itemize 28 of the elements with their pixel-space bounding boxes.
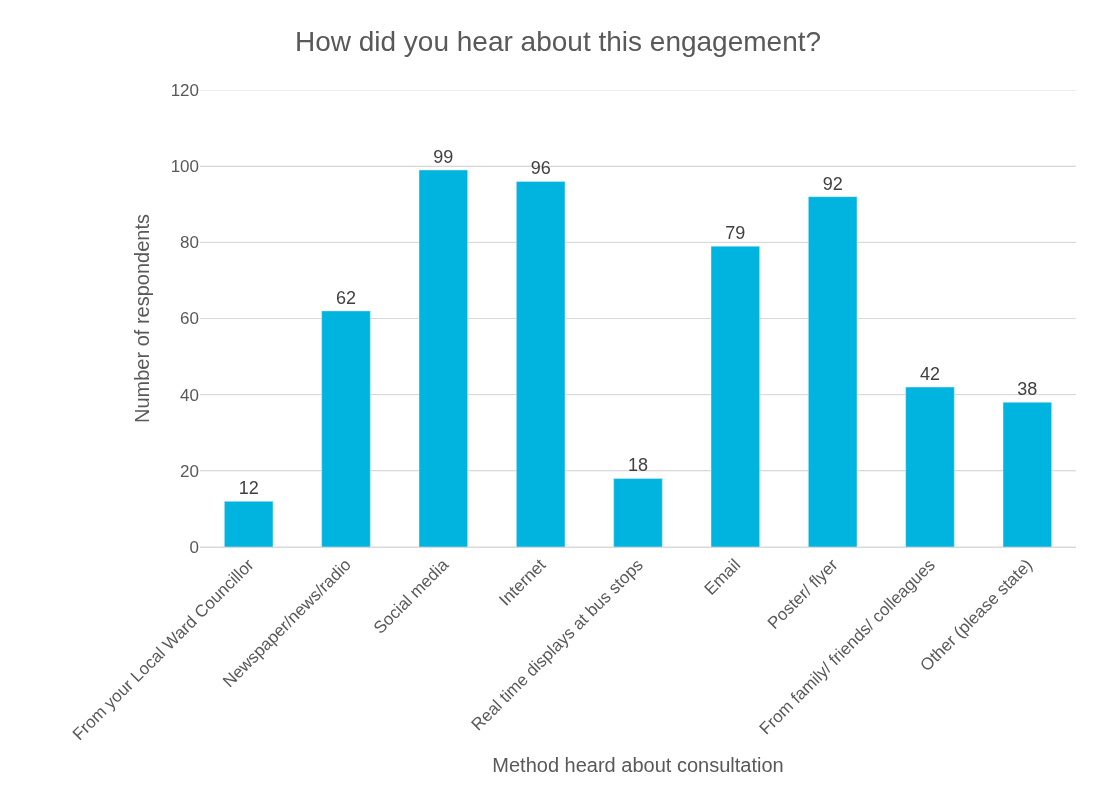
bar	[516, 181, 566, 547]
data-label: 99	[433, 146, 454, 167]
bar	[613, 478, 663, 547]
data-label: 18	[627, 455, 649, 476]
bar	[1002, 402, 1052, 547]
data-label: 79	[725, 223, 746, 244]
y-tick-label: 120	[170, 80, 199, 100]
data-label: 42	[919, 364, 941, 385]
data-label: 38	[1017, 379, 1038, 400]
bar	[321, 310, 371, 547]
y-tick-label: 60	[180, 309, 199, 329]
bar	[418, 169, 468, 547]
chart-title: How did you hear about this engagement?	[294, 26, 822, 57]
data-label: 62	[335, 287, 357, 308]
bar	[808, 196, 858, 547]
y-tick-label: 100	[170, 157, 199, 177]
data-label: 12	[238, 478, 259, 499]
bar	[905, 386, 955, 547]
y-tick-label: 0	[189, 537, 199, 557]
y-axis-title: Number of respondents	[131, 213, 154, 424]
data-label: 92	[822, 173, 843, 194]
y-tick-label: 40	[180, 385, 199, 405]
y-tick-label: 20	[180, 461, 199, 481]
bar	[224, 501, 274, 547]
x-axis-title: Method heard about consultation	[492, 754, 784, 777]
y-tick-label: 80	[180, 233, 199, 253]
bar	[710, 245, 760, 547]
data-label: 96	[530, 158, 551, 179]
